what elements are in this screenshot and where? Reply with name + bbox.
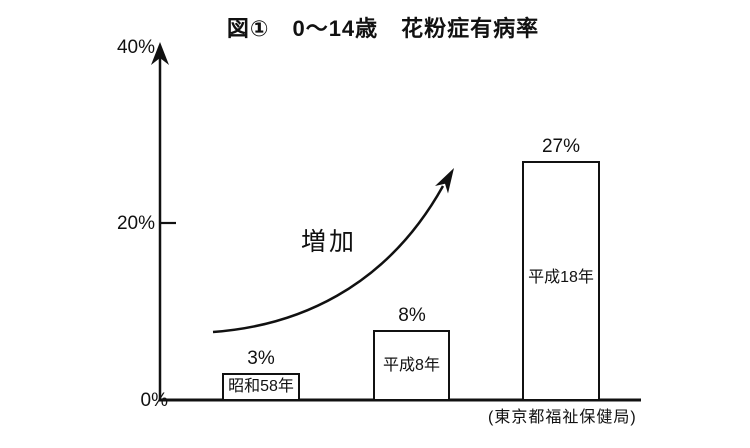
y-tick-label-20: 20% (116, 213, 155, 234)
bar-heisei18: 平成18年 (522, 161, 600, 401)
bar-heisei18-value: 27% (541, 136, 581, 157)
increase-annotation: 増加 (301, 228, 358, 256)
bar-heisei8: 平成8年 (373, 330, 450, 401)
y-axis-arrowhead-icon (151, 42, 169, 65)
y-tick-label-0: 0% (140, 390, 168, 411)
bar-heisei8-value: 8% (398, 305, 426, 326)
source-attribution: (東京都福祉保健局) (488, 409, 637, 426)
chart-title: 図① 0～14歳 花粉症有病率 (226, 16, 540, 41)
bar-showa58: 昭和58年 (222, 373, 300, 401)
increase-arrowhead-icon (435, 168, 454, 194)
bar-heisei8-label: 平成8年 (383, 356, 440, 374)
bar-showa58-label: 昭和58年 (228, 378, 294, 395)
bar-showa58-value: 3% (247, 348, 275, 369)
bar-heisei18-label: 平成18年 (528, 269, 594, 286)
increase-curve (212, 185, 445, 334)
y-tick-label-40: 40% (116, 37, 155, 58)
